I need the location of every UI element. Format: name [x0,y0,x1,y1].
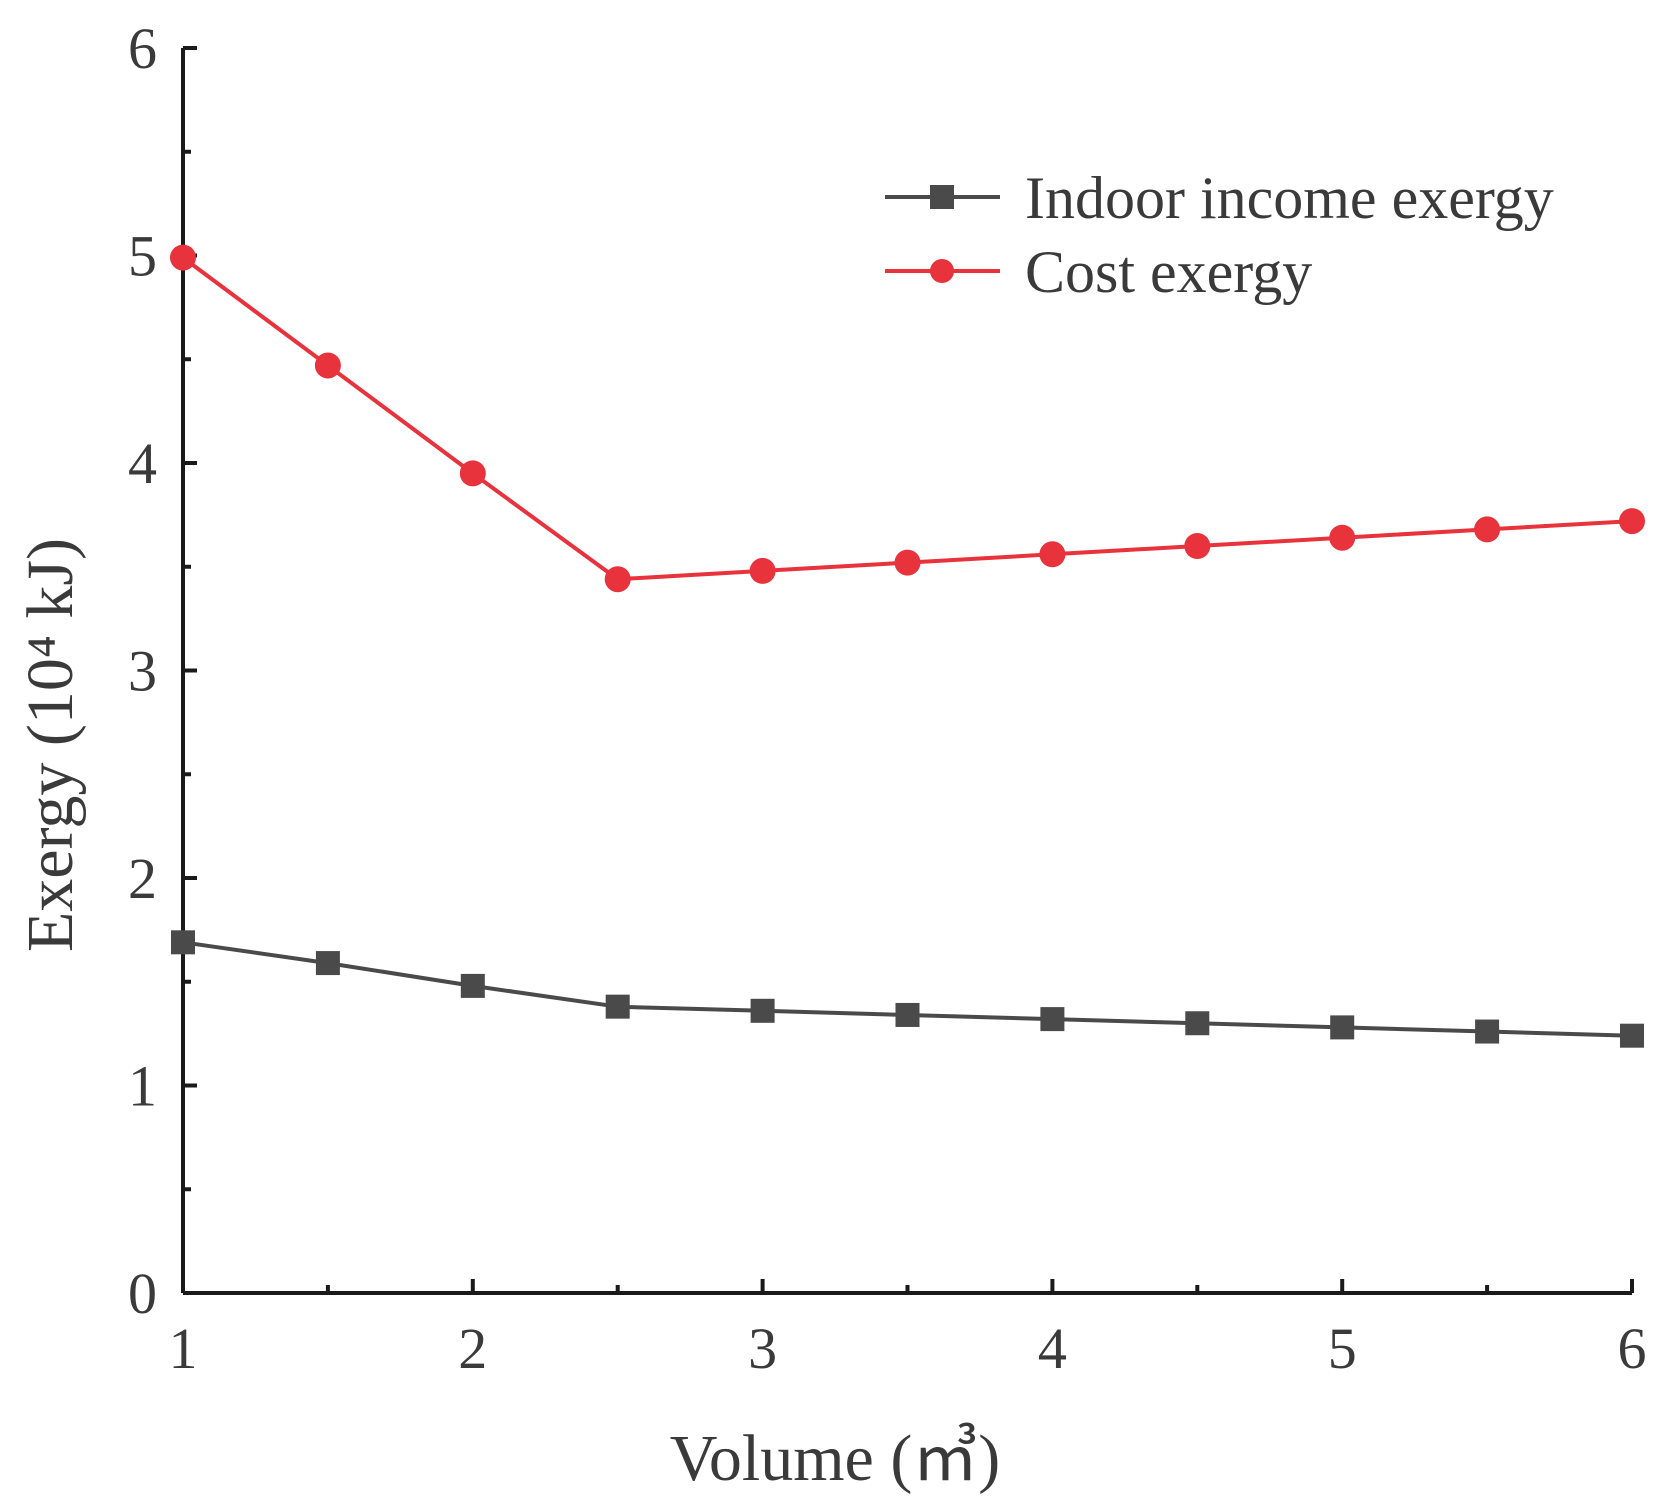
data-point [1184,533,1211,559]
x-axis-title-text: Volume [670,1422,874,1495]
data-point [749,557,776,584]
data-point [894,549,921,576]
data-point [604,566,631,593]
data-point [1329,524,1356,551]
data-point [1040,1007,1065,1032]
y-tick-label: 6 [128,16,157,81]
x-tick-label: 6 [1618,1316,1647,1381]
x-axis-title: Volume (㎥) [670,1422,1001,1495]
y-tick-label: 4 [128,431,157,496]
ticks [181,46,1634,1295]
x-tick-label: 3 [748,1316,777,1381]
data-point [171,930,195,955]
series-layer [170,244,1645,1048]
y-tick-label: 5 [128,224,157,289]
data-point [459,460,486,487]
data-point [895,1002,920,1027]
y-axis-title-unit: (10⁴ kJ) [14,538,87,746]
x-tick-label: 2 [458,1316,487,1381]
data-point [1330,1015,1355,1040]
legend: Indoor income exergy Cost exergy [885,165,1554,305]
data-point [1620,1023,1644,1048]
legend-label-cost: Cost exergy [1025,239,1312,305]
x-tick-label: 5 [1328,1316,1357,1381]
data-point [1619,508,1645,535]
data-point [1475,1019,1500,1044]
data-point [750,998,775,1023]
y-tick-label: 3 [128,639,157,704]
data-point [170,244,196,271]
data-point [460,973,485,998]
series-line [181,255,1633,582]
x-axis-title-unit: (㎥) [890,1422,1000,1495]
legend-label-indoor: Indoor income exergy [1025,165,1554,231]
data-point [315,951,340,976]
y-axis-title: Exergy (10⁴ kJ) [14,538,87,952]
data-point [1474,516,1501,543]
data-point [1039,541,1066,568]
x-tick-label: 1 [169,1316,198,1381]
legend-marker-cost [930,259,954,283]
x-tick-label: 4 [1038,1316,1067,1381]
series-1 [170,244,1645,593]
y-tick-label: 1 [128,1054,157,1119]
legend-marker-indoor [930,185,954,209]
axes [181,48,1632,1295]
data-point [314,352,341,379]
y-tick-label: 0 [128,1261,157,1326]
y-tick-label: 2 [128,846,157,911]
series-0 [171,930,1644,1048]
y-axis-title-text: Exergy [14,763,87,952]
data-point [1185,1011,1210,1036]
data-point [605,994,630,1019]
